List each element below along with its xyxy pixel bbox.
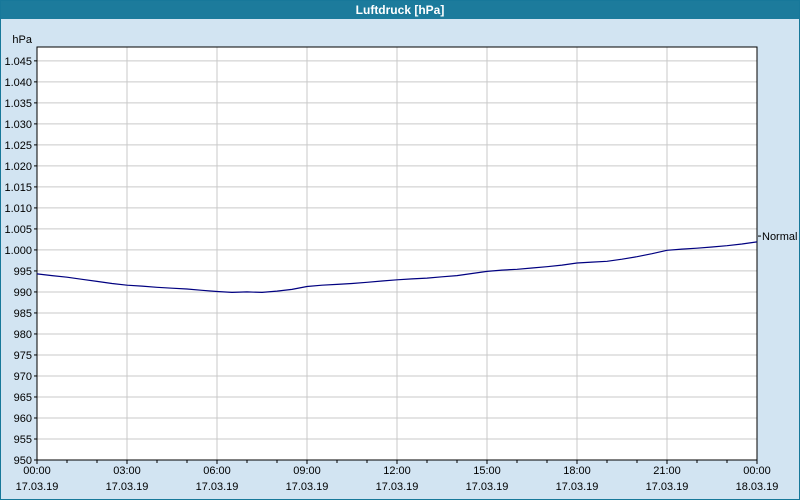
- plot-border: [36, 46, 758, 461]
- y-tick-label: 1.045: [4, 56, 32, 68]
- y-tick-label: 990: [14, 287, 32, 299]
- y-tick-label: 955: [14, 434, 32, 446]
- window-titlebar: Luftdruck [hPa]: [1, 1, 799, 19]
- x-tick-date: 17.03.19: [16, 481, 59, 493]
- x-tick-date: 17.03.19: [106, 481, 149, 493]
- x-tick-time: 21:00: [653, 465, 681, 477]
- y-tick-label: 970: [14, 371, 32, 383]
- x-tick-time: 03:00: [113, 465, 141, 477]
- y-tick-label: 950: [14, 455, 32, 467]
- y-tick-label: 1.020: [4, 161, 32, 173]
- y-tick-label: 1.035: [4, 98, 32, 110]
- x-tick-date: 17.03.19: [376, 481, 419, 493]
- y-tick-label: 985: [14, 308, 32, 320]
- y-tick-label: 1.000: [4, 245, 32, 257]
- annotation-label: Normal: [762, 231, 797, 243]
- x-tick-time: 00:00: [23, 465, 51, 477]
- y-tick-label: 1.040: [4, 77, 32, 89]
- y-tick-label: 965: [14, 392, 32, 404]
- x-tick-date: 18.03.19: [736, 481, 779, 493]
- x-tick-time: 12:00: [383, 465, 411, 477]
- x-axis: [36, 47, 758, 464]
- x-tick-time: 00:00: [743, 465, 771, 477]
- y-tick-label: 1.030: [4, 119, 32, 131]
- window-title: Luftdruck [hPa]: [355, 3, 445, 17]
- x-tick-time: 09:00: [293, 465, 321, 477]
- x-tick-time: 15:00: [473, 465, 501, 477]
- chart-container: 1.045 1.040 1.035 1.030 1.025 1.020 1.015 1.010…: [1, 19, 799, 499]
- y-tick-label: 975: [14, 350, 32, 362]
- x-tick-date: 17.03.19: [286, 481, 329, 493]
- x-tick-date: 17.03.19: [466, 481, 509, 493]
- x-tick-date: 17.03.19: [196, 481, 239, 493]
- x-tick-time: 18:00: [563, 465, 591, 477]
- y-axis-title: hPa: [12, 34, 32, 46]
- x-tick-date: 17.03.19: [646, 481, 689, 493]
- y-tick-label: 1.005: [4, 224, 32, 236]
- y-tick-label: 1.025: [4, 140, 32, 152]
- y-tick-label: 1.015: [4, 182, 32, 194]
- x-axis-labels: 00:00 17.03.19 03:00 17.03.19 06:00 17.03.19 0…: [16, 465, 779, 493]
- series-Luftdruck: [36, 241, 758, 293]
- pressure-line-chart: 1.045 1.040 1.035 1.030 1.025 1.020 1.015 1.010…: [4, 34, 797, 493]
- y-tick-label: 960: [14, 413, 32, 425]
- x-tick-time: 06:00: [203, 465, 231, 477]
- x-tick-date: 17.03.19: [556, 481, 599, 493]
- y-tick-label: 980: [14, 329, 32, 341]
- y-tick-label: 1.010: [4, 203, 32, 215]
- y-tick-label: 995: [14, 266, 32, 278]
